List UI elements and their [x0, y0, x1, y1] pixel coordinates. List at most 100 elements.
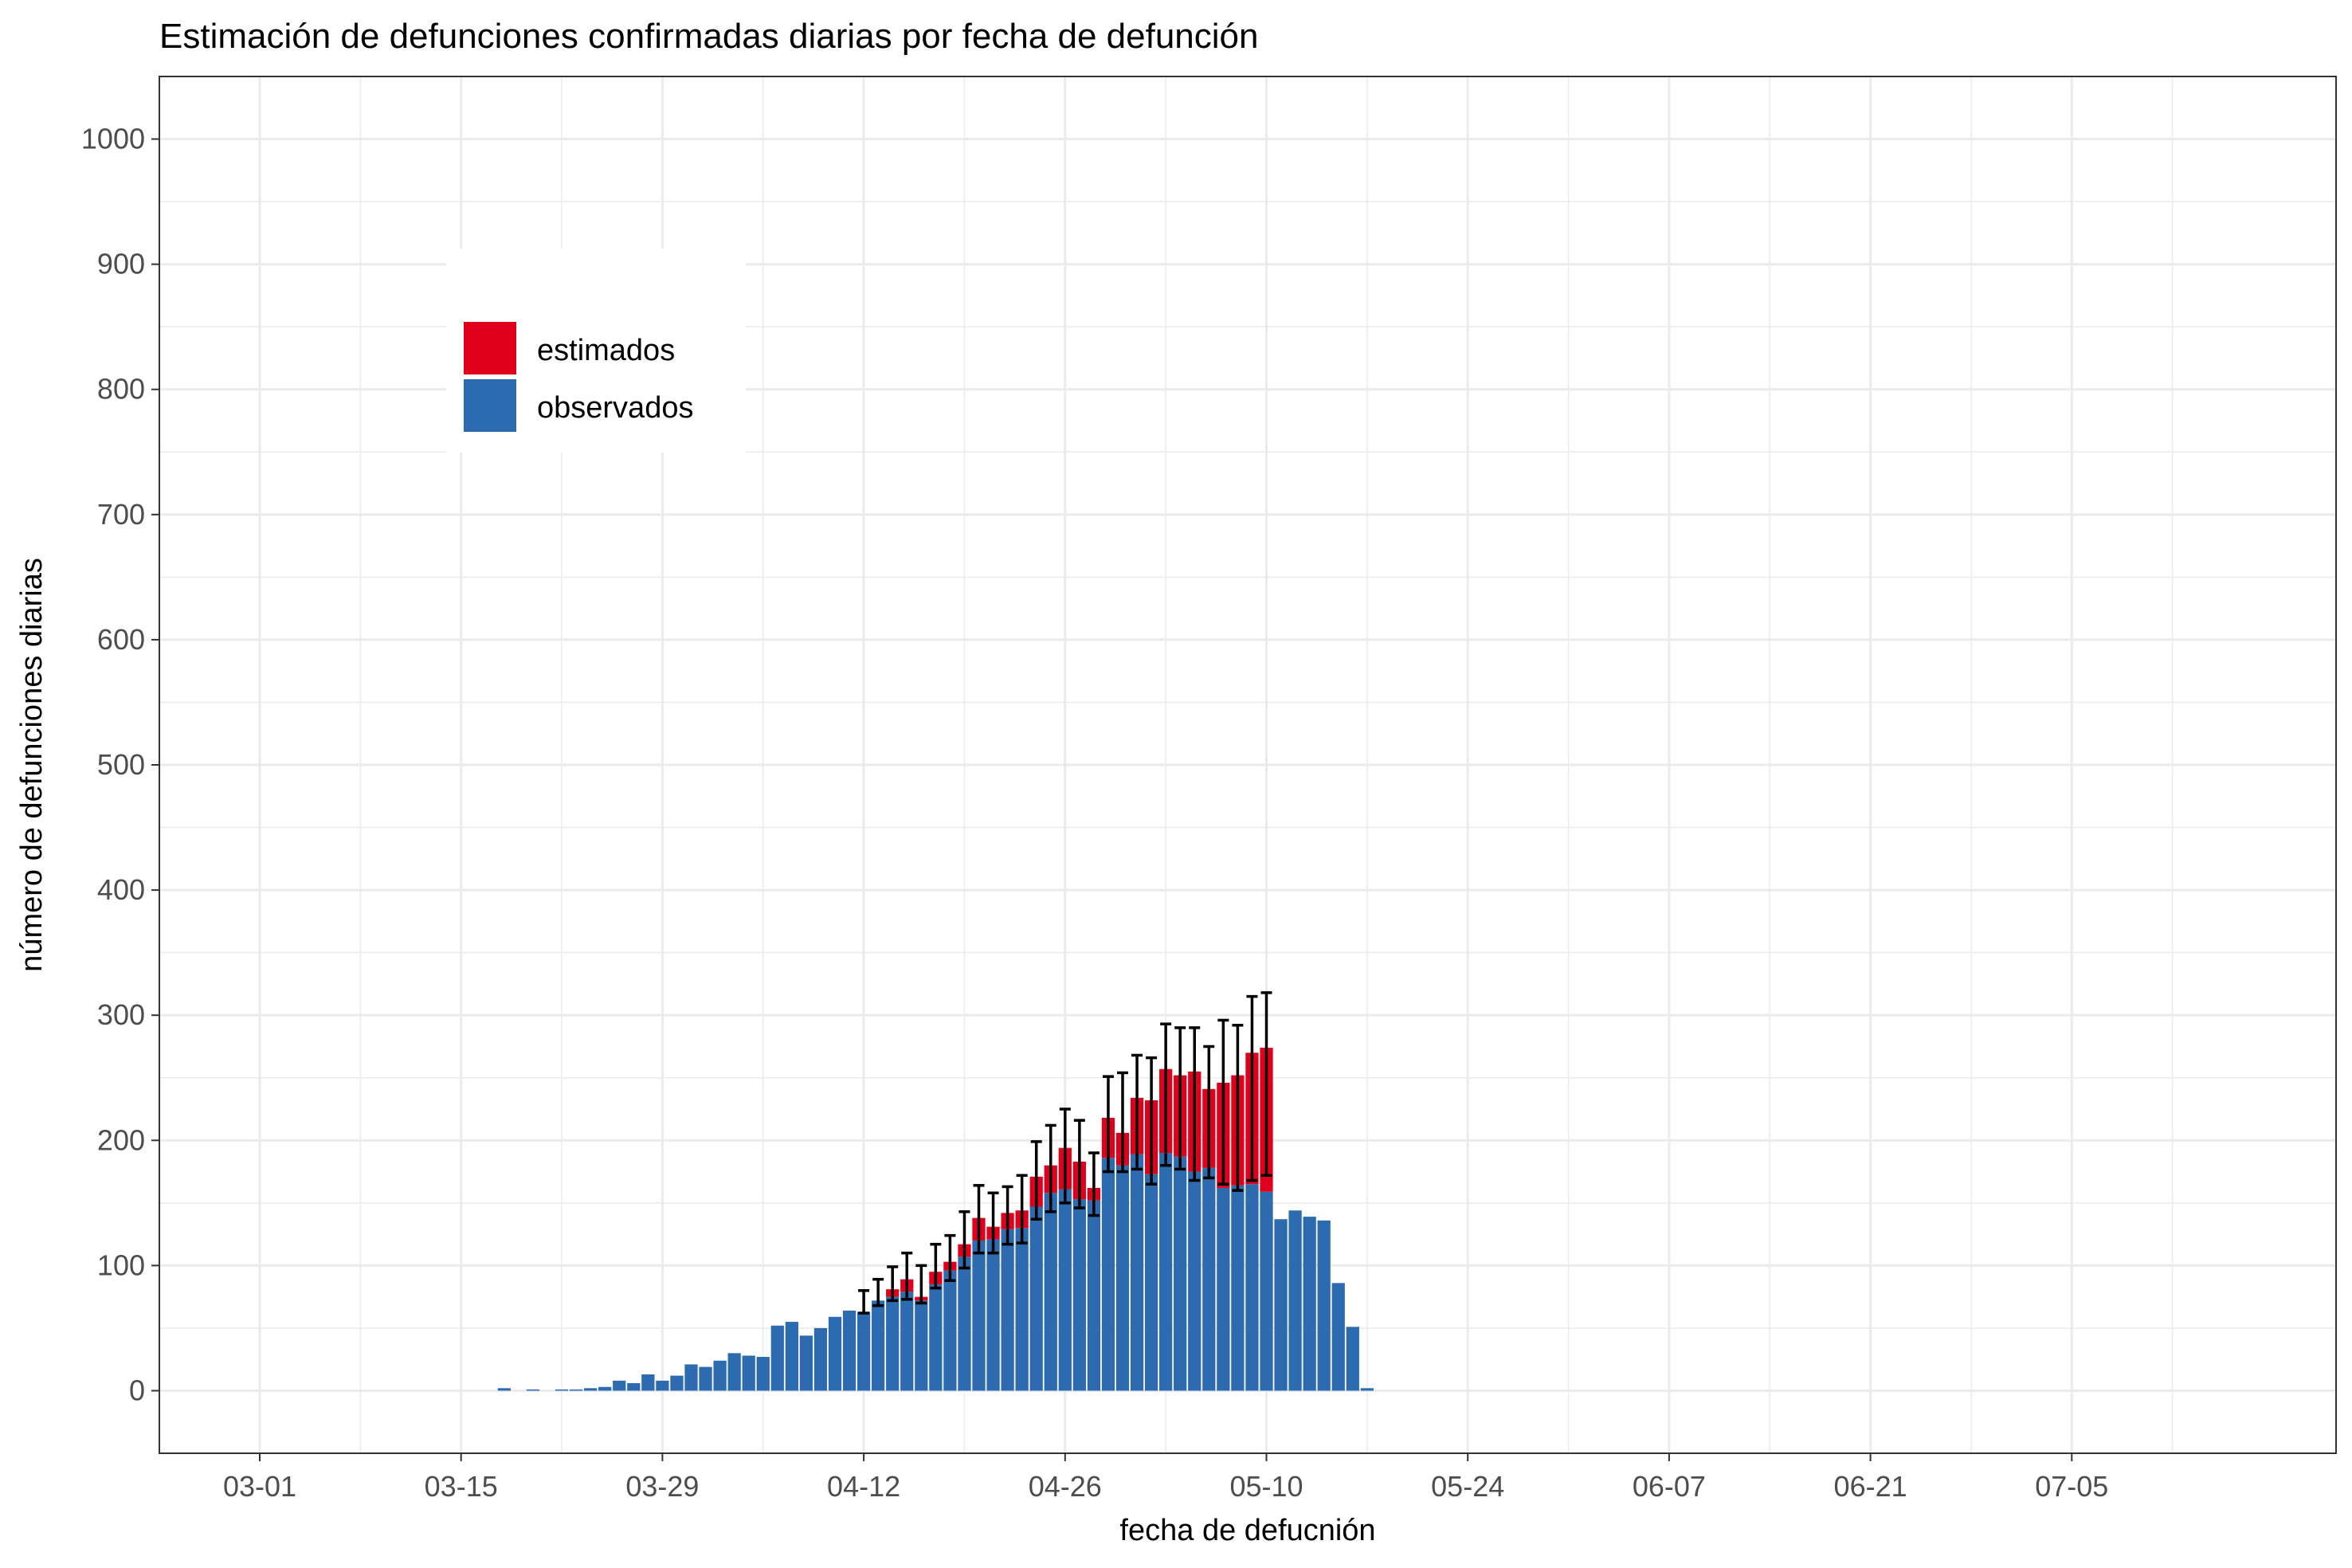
- x-tick-label: 06-21: [1834, 1470, 1907, 1503]
- bar-observados: [1029, 1206, 1043, 1391]
- bar-observados: [1058, 1189, 1072, 1391]
- bar-observados: [1217, 1187, 1230, 1391]
- x-tick-label: 04-26: [1029, 1470, 1102, 1503]
- x-axis-title: fecha de defucnión: [1119, 1514, 1375, 1547]
- error-bar: [1016, 1174, 1028, 1245]
- error-bar: [1160, 1022, 1172, 1167]
- error-bar: [1045, 1123, 1056, 1213]
- y-tick-label: 0: [129, 1374, 145, 1406]
- y-tick-label: 600: [97, 623, 145, 656]
- bar-observados: [727, 1353, 741, 1391]
- error-bar: [1102, 1075, 1114, 1174]
- bar-observados: [756, 1357, 770, 1391]
- error-bar: [944, 1233, 956, 1282]
- error-bar: [1232, 1023, 1244, 1192]
- bar-observados: [656, 1380, 669, 1391]
- bar-observados: [915, 1300, 928, 1391]
- y-axis-title: número de defunciones diarias: [15, 558, 49, 972]
- bar-observados: [526, 1389, 540, 1391]
- bar-observados: [886, 1296, 900, 1391]
- bar-observados: [1231, 1185, 1245, 1391]
- bar-observados: [813, 1327, 828, 1391]
- bar-observados: [598, 1386, 612, 1391]
- error-bar: [858, 1289, 870, 1315]
- y-tick-label: 1000: [81, 123, 145, 155]
- bar-observados: [799, 1335, 813, 1391]
- bar-observados: [497, 1388, 511, 1391]
- error-bar: [1217, 1018, 1229, 1186]
- y-tick-label: 300: [97, 998, 145, 1031]
- bar-observados: [1174, 1156, 1187, 1391]
- x-tick-label: 03-15: [425, 1470, 498, 1503]
- y-axis: 0 100 200 300 400 500 600 700 800 900 1000: [81, 123, 159, 1406]
- bar-observados: [641, 1374, 655, 1391]
- bar-observados: [958, 1256, 971, 1391]
- x-tick-label: 04-12: [827, 1470, 900, 1503]
- error-bar: [987, 1191, 999, 1255]
- error-bar: [901, 1251, 913, 1301]
- error-bar: [1131, 1053, 1143, 1171]
- bar-observados: [555, 1389, 569, 1391]
- y-tick-label: 700: [97, 498, 145, 531]
- error-bars: [858, 991, 1272, 1315]
- bar-observados: [1101, 1158, 1115, 1391]
- bar-observados: [584, 1388, 598, 1391]
- x-tick-label: 05-10: [1229, 1470, 1303, 1503]
- bar-observados: [1245, 1184, 1259, 1391]
- bar-observados: [1360, 1388, 1374, 1391]
- bar-observados: [1288, 1210, 1302, 1391]
- legend-label-estimados: estimados: [537, 334, 675, 367]
- bar-observados: [613, 1380, 626, 1391]
- bar-observados: [1044, 1193, 1057, 1391]
- bar-observados: [1274, 1219, 1288, 1391]
- legend-swatch-observados: [464, 379, 516, 432]
- error-bar: [887, 1265, 899, 1303]
- bar-observados: [1144, 1174, 1158, 1391]
- y-tick-label: 400: [97, 873, 145, 906]
- bar-observados: [742, 1355, 755, 1391]
- error-bar: [915, 1264, 927, 1305]
- bar-observados: [1015, 1228, 1029, 1391]
- error-bar: [973, 1184, 985, 1255]
- y-tick-label: 900: [97, 248, 145, 280]
- bar-observados: [1087, 1200, 1101, 1391]
- error-bar: [1146, 1056, 1158, 1186]
- bar-observados: [1346, 1327, 1359, 1391]
- bar-observados: [627, 1383, 641, 1391]
- error-bar: [1246, 994, 1258, 1182]
- x-tick-label: 06-07: [1633, 1470, 1706, 1503]
- legend-swatch-estimados: [464, 322, 516, 374]
- error-bar: [1002, 1185, 1013, 1246]
- bar-observados: [842, 1310, 857, 1391]
- x-tick-label: 03-29: [625, 1470, 699, 1503]
- error-bar: [1030, 1140, 1042, 1221]
- bar-observados: [1303, 1217, 1316, 1391]
- bar-observados: [1115, 1165, 1130, 1391]
- y-tick-label: 800: [97, 373, 145, 406]
- bar-observados: [569, 1389, 583, 1391]
- bar-observados: [684, 1364, 698, 1391]
- bar-observados: [1317, 1220, 1331, 1391]
- error-bar: [930, 1242, 942, 1290]
- y-tick-label: 200: [97, 1123, 145, 1156]
- bar-observados: [857, 1311, 871, 1391]
- y-tick-label: 500: [97, 748, 145, 781]
- bar-observados: [1260, 1191, 1273, 1391]
- x-tick-label: 07-05: [2035, 1470, 2108, 1503]
- bar-observados: [943, 1270, 957, 1391]
- chart-title: Estimación de defunciones confirmadas di…: [159, 17, 1259, 56]
- error-bar: [1260, 991, 1272, 1178]
- bar-observados: [1130, 1154, 1144, 1391]
- bar-observados: [770, 1325, 784, 1391]
- bar-observados: [1188, 1171, 1201, 1391]
- bar-observados: [972, 1240, 986, 1391]
- legend-label-observados: observados: [537, 391, 693, 425]
- bar-observados: [1072, 1199, 1086, 1391]
- bar-observados: [1159, 1152, 1173, 1391]
- error-bar: [872, 1277, 884, 1307]
- error-bar: [1059, 1107, 1071, 1205]
- bar-observados: [713, 1360, 727, 1391]
- error-bar: [1117, 1071, 1128, 1174]
- bar-observados: [1202, 1167, 1216, 1391]
